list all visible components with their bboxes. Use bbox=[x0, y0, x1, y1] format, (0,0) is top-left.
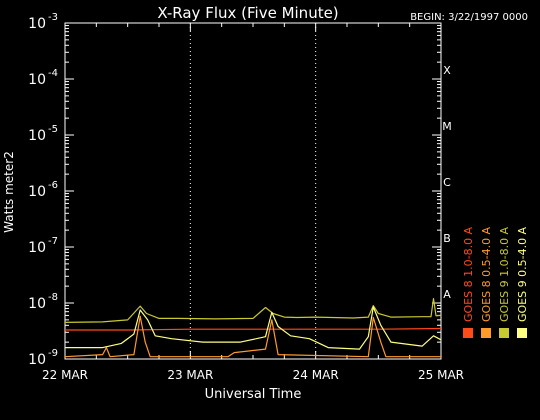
series-line-1 bbox=[65, 327, 442, 331]
legend-label: GOES 9 1.0-8.0 A bbox=[498, 226, 511, 322]
legend-swatch bbox=[481, 328, 491, 338]
class-label-x: X bbox=[443, 64, 451, 77]
x-tick-label: 22 MAR bbox=[42, 368, 88, 382]
class-label-a: A bbox=[443, 288, 451, 301]
series-line-4 bbox=[65, 306, 442, 350]
legend-label: GOES 8 0.5-4.0 A bbox=[480, 226, 493, 322]
y-tick-label: 10 bbox=[28, 128, 46, 144]
begin-label: BEGIN: 3/22/1997 0000 bbox=[410, 12, 528, 23]
y-tick-exponent: -7 bbox=[48, 236, 58, 247]
y-tick-exponent: -4 bbox=[48, 68, 58, 79]
y-tick-label: 10 bbox=[28, 296, 46, 312]
y-tick-label: 10 bbox=[28, 240, 46, 256]
y-axis-label: Watts meter2 bbox=[2, 151, 16, 233]
y-tick-label: 10 bbox=[28, 72, 46, 88]
class-label-c: C bbox=[443, 176, 451, 189]
legend-label: GOES 9 0.5-4.0 A bbox=[516, 226, 529, 322]
x-tick-label: 24 MAR bbox=[293, 368, 339, 382]
x-tick-label: 23 MAR bbox=[167, 368, 213, 382]
y-tick-exponent: -6 bbox=[48, 180, 58, 191]
y-tick-label: 10 bbox=[28, 16, 46, 32]
x-axis-label: Universal Time bbox=[205, 387, 302, 402]
legend-label: GOES 8 1.0-8.0 A bbox=[462, 226, 475, 322]
x-tick-label: 25 MAR bbox=[418, 368, 464, 382]
y-tick-exponent: -5 bbox=[48, 124, 58, 135]
chart-title: X-Ray Flux (Five Minute) bbox=[157, 4, 338, 22]
y-tick-exponent: -8 bbox=[48, 292, 58, 303]
plot-frame bbox=[64, 22, 442, 360]
series-line-2 bbox=[64, 315, 441, 358]
legend-swatch bbox=[517, 328, 527, 338]
y-tick-exponent: -9 bbox=[48, 348, 58, 359]
y-tick-exponent: -3 bbox=[48, 12, 58, 23]
y-tick-label: 10 bbox=[28, 184, 46, 200]
class-label-b: B bbox=[443, 232, 451, 245]
class-label-m: M bbox=[442, 120, 452, 133]
legend-swatch bbox=[499, 328, 509, 338]
y-tick-label: 10 bbox=[28, 352, 46, 368]
legend-swatch bbox=[463, 328, 473, 338]
series-line-3 bbox=[64, 298, 442, 323]
